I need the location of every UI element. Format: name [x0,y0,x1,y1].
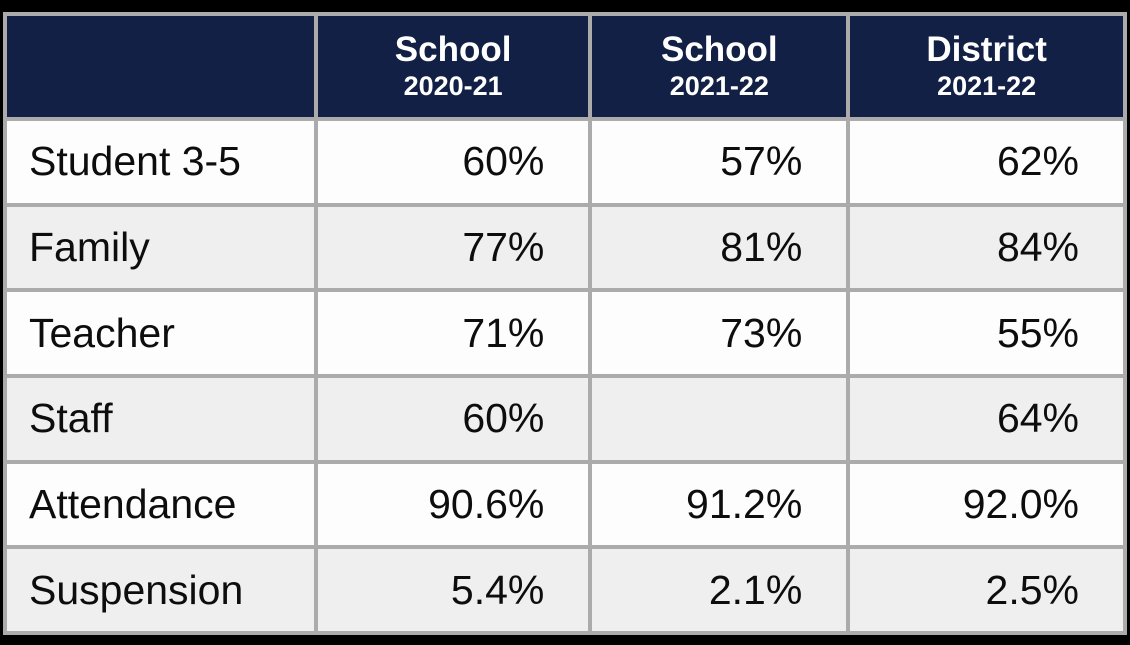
row-value: 71% [317,292,589,374]
table-row-suspension: Suspension 5.4% 2.1% 2.5% [7,549,1123,631]
column-subtitle: 2021-22 [669,71,769,102]
table-row-family: Family 77% 81% 84% [7,206,1123,289]
row-value: 57% [592,121,847,203]
row-value: 77% [317,206,589,289]
column-title: School [660,30,778,70]
row-label: Staff [7,377,314,460]
row-value: 55% [850,292,1123,374]
row-value: 60% [317,121,589,203]
column-header-school-2020-21: School 2020-21 [317,16,589,117]
row-value: 91.2% [592,463,847,546]
table-row-teacher: Teacher 71% 73% 55% [7,292,1123,374]
table-row-attendance: Attendance 90.6% 91.2% 92.0% [7,463,1123,546]
row-value: 5.4% [317,549,589,631]
header-row: School 2020-21 School 2021-22 District 2… [7,16,1123,117]
table-row-staff: Staff 60% 64% [7,377,1123,460]
table-header: School 2020-21 School 2021-22 District 2… [7,16,1123,117]
column-subtitle: 2021-22 [937,71,1037,102]
corner-cell [7,16,314,117]
school-climate-metrics-table: School 2020-21 School 2021-22 District 2… [3,12,1127,635]
row-value: 73% [592,292,847,374]
row-label: Family [7,206,314,289]
column-title: District [926,30,1047,70]
row-value: 81% [592,206,847,289]
table-row-student-3-5: Student 3-5 60% 57% 62% [7,121,1123,203]
row-value: 62% [850,121,1123,203]
row-value: 2.5% [850,549,1123,631]
row-value: 64% [850,377,1123,460]
row-label: Teacher [7,292,314,374]
row-value: 92.0% [850,463,1123,546]
column-title: School [394,30,512,70]
row-value: 84% [850,206,1123,289]
column-header-school-2021-22: School 2021-22 [592,16,847,117]
row-label: Attendance [7,463,314,546]
row-value: 2.1% [592,549,847,631]
row-value: 90.6% [317,463,589,546]
column-subtitle: 2020-21 [403,71,503,102]
column-header-district-2021-22: District 2021-22 [850,16,1123,117]
row-label: Student 3-5 [7,121,314,203]
row-value [592,377,847,460]
row-value: 60% [317,377,589,460]
row-label: Suspension [7,549,314,631]
table-body: Student 3-5 60% 57% 62% Family 77% 81% 8… [7,121,1123,631]
